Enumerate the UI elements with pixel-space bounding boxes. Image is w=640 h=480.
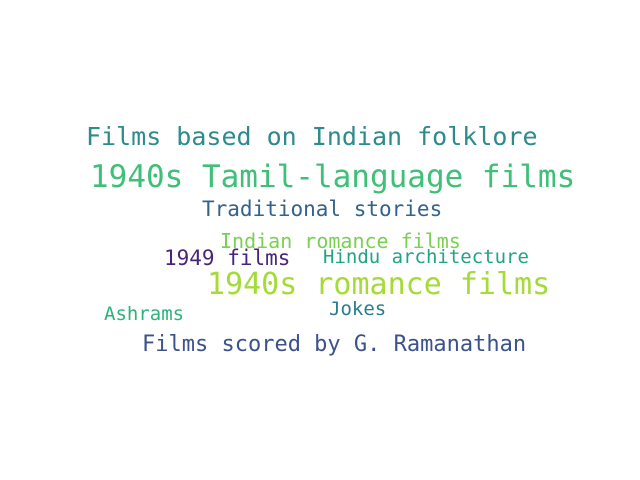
word-jokes: Jokes (329, 298, 387, 320)
word-1940s-tamil-language-films: 1940s Tamil-language films (90, 159, 576, 195)
word-traditional-stories: Traditional stories (202, 197, 443, 221)
word-1940s-romance-films: 1940s romance films (207, 267, 551, 302)
word-hindu-architecture: Hindu architecture (323, 246, 529, 268)
word-1949-films: 1949 films (164, 246, 291, 270)
word-ashrams: Ashrams (104, 303, 185, 325)
word-indian-romance-films: Indian romance films (220, 229, 461, 253)
word-films-scored-by-g-ramanathan: Films scored by G. Ramanathan (142, 332, 527, 357)
word-films-based-on-indian-folklore: Films based on Indian folklore (86, 122, 538, 151)
